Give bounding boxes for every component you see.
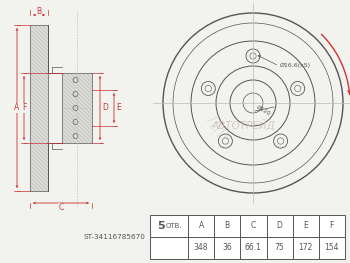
Text: АВТОТРЕЙД: АВТОТРЕЙД (211, 119, 275, 131)
Text: Ø16.6(x5): Ø16.6(x5) (280, 62, 311, 68)
Text: F: F (330, 221, 334, 230)
Text: OTB.: OTB. (166, 223, 183, 229)
Text: E: E (117, 104, 121, 113)
Text: B: B (225, 221, 230, 230)
Text: E: E (303, 221, 308, 230)
Text: 172: 172 (299, 244, 313, 252)
Text: D: D (102, 104, 108, 113)
Text: 75: 75 (275, 244, 285, 252)
Text: A: A (14, 104, 20, 113)
Text: D: D (276, 221, 282, 230)
Text: A: A (198, 221, 204, 230)
Text: 348: 348 (194, 244, 208, 252)
Text: Ø120: Ø120 (255, 105, 271, 117)
Text: C: C (58, 204, 64, 213)
Text: 154: 154 (325, 244, 339, 252)
Bar (30, 25, 48, 191)
Text: 5: 5 (157, 221, 164, 231)
Bar (150, 215, 345, 259)
Text: B: B (36, 7, 42, 16)
Text: 36: 36 (222, 244, 232, 252)
Text: 66.1: 66.1 (245, 244, 262, 252)
Text: C: C (251, 221, 256, 230)
Bar (62, 73, 92, 143)
Text: F: F (22, 104, 26, 113)
Text: ST-34116785670: ST-34116785670 (83, 234, 145, 240)
